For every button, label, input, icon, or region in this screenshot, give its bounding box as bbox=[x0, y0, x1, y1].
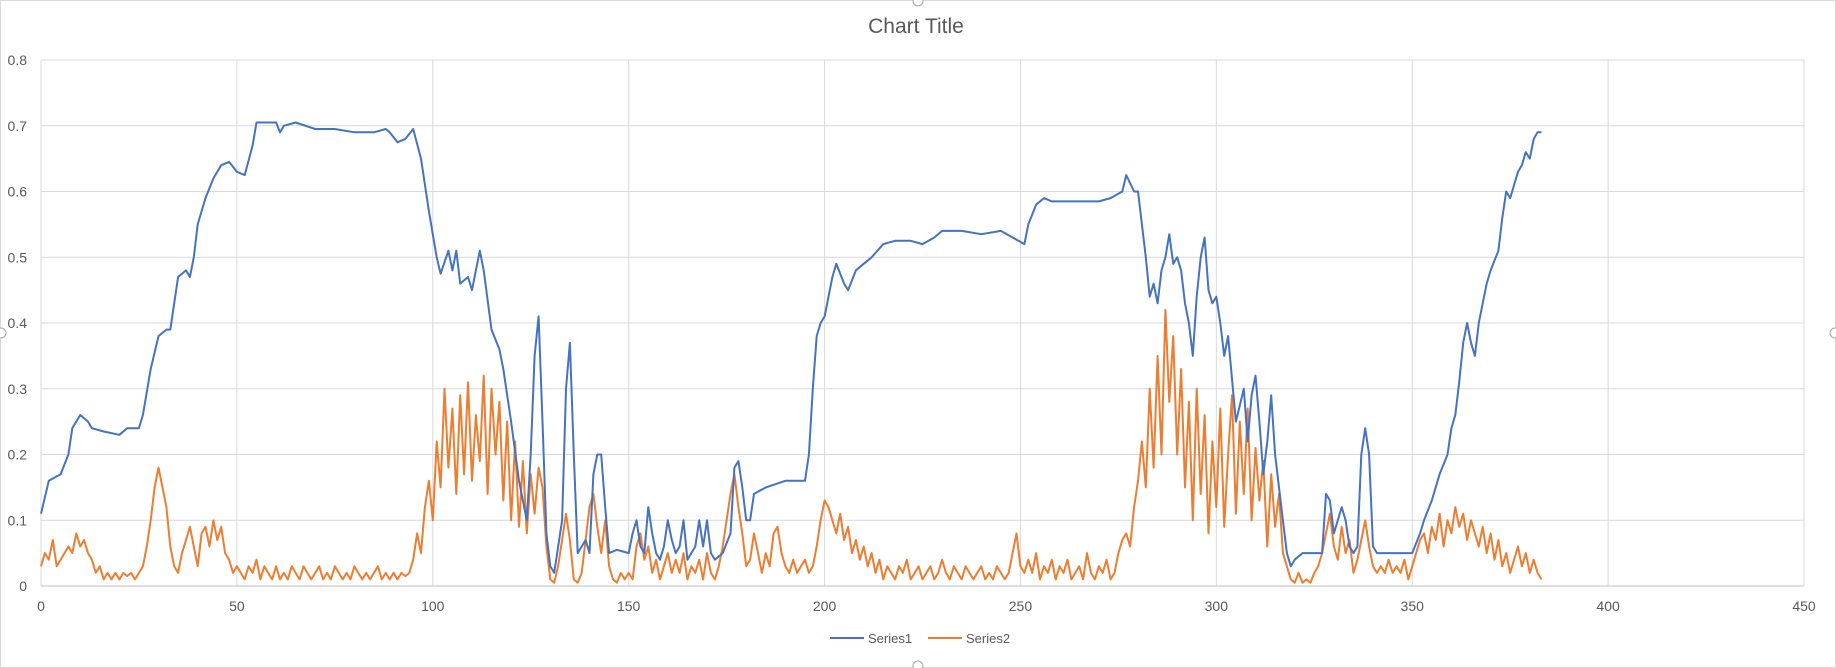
y-tick-label: 0.3 bbox=[8, 381, 28, 397]
y-tick-label: 0.4 bbox=[8, 315, 28, 331]
resize-handle-top[interactable] bbox=[912, 0, 924, 7]
x-tick-label: 200 bbox=[813, 598, 837, 614]
x-tick-label: 250 bbox=[1009, 598, 1033, 614]
legend-label-series1: Series1 bbox=[868, 631, 912, 646]
x-tick-label: 0 bbox=[37, 598, 45, 614]
y-axis-tick-labels: 0 0.1 0.2 0.3 0.4 0.5 0.6 0.7 0.8 bbox=[8, 52, 28, 594]
x-tick-label: 150 bbox=[617, 598, 641, 614]
y-tick-label: 0.2 bbox=[8, 447, 28, 463]
gridlines bbox=[40, 59, 1805, 587]
resize-handle-right[interactable] bbox=[1829, 327, 1836, 339]
x-tick-label: 300 bbox=[1205, 598, 1229, 614]
resize-handle-bottom[interactable] bbox=[912, 660, 924, 668]
x-tick-label: 350 bbox=[1401, 598, 1425, 614]
resize-handle-left[interactable] bbox=[0, 327, 7, 339]
x-tick-label: 100 bbox=[421, 598, 445, 614]
x-tick-label: 450 bbox=[1792, 598, 1816, 614]
x-tick-label: 50 bbox=[229, 598, 245, 614]
series-line-series2 bbox=[40, 308, 1543, 584]
chart-title: Chart Title bbox=[868, 15, 964, 38]
y-tick-label: 0.5 bbox=[8, 249, 28, 265]
legend[interactable]: Series1 Series2 bbox=[830, 631, 1010, 646]
y-tick-label: 0.6 bbox=[8, 184, 28, 200]
x-axis-tick-labels: 0 50 100 150 200 250 300 350 400 450 bbox=[37, 598, 1816, 614]
y-tick-label: 0 bbox=[19, 578, 27, 594]
legend-label-series2: Series2 bbox=[966, 631, 1010, 646]
y-tick-label: 0.1 bbox=[8, 512, 28, 528]
y-tick-label: 0.7 bbox=[8, 118, 28, 134]
y-tick-label: 0.8 bbox=[8, 52, 28, 68]
plot-series bbox=[40, 121, 1543, 584]
x-tick-label: 400 bbox=[1596, 598, 1620, 614]
series-line-series1 bbox=[40, 121, 1542, 574]
